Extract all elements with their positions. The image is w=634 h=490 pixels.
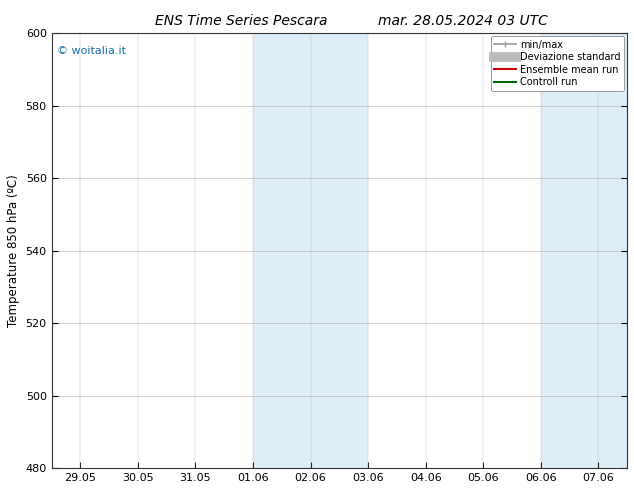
Text: © woitalia.it: © woitalia.it — [57, 46, 126, 56]
Bar — [253, 33, 368, 468]
Text: ENS Time Series Pescara: ENS Time Series Pescara — [155, 14, 327, 28]
Bar — [541, 33, 627, 468]
Y-axis label: Temperature 850 hPa (ºC): Temperature 850 hPa (ºC) — [7, 174, 20, 327]
Legend: min/max, Deviazione standard, Ensemble mean run, Controll run: min/max, Deviazione standard, Ensemble m… — [491, 36, 624, 91]
Text: mar. 28.05.2024 03 UTC: mar. 28.05.2024 03 UTC — [378, 14, 548, 28]
